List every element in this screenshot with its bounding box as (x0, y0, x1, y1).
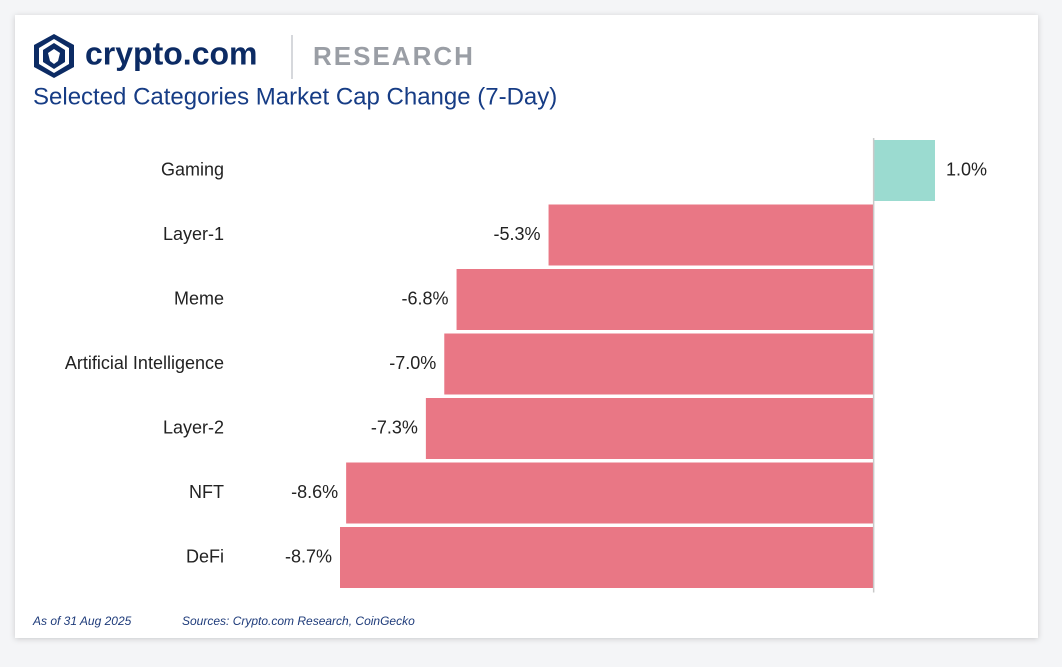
brand-section: RESEARCH (313, 41, 475, 71)
value-label: -6.8% (402, 288, 449, 308)
category-label: Layer-2 (163, 417, 224, 437)
category-label: Meme (174, 288, 224, 308)
value-label: -7.3% (371, 417, 418, 437)
bar (346, 462, 874, 524)
bar (340, 527, 874, 588)
category-label: Artificial Intelligence (65, 353, 224, 373)
category-label: Gaming (161, 159, 224, 179)
footnote-date: As of 31 Aug 2025 (32, 614, 132, 628)
value-label: -5.3% (494, 224, 541, 244)
bar (548, 204, 874, 266)
bar (456, 269, 874, 330)
bar (873, 140, 935, 201)
category-label: Layer-1 (163, 224, 224, 244)
brand: crypto.com (85, 35, 257, 71)
bar (444, 333, 874, 395)
value-label: -8.6% (291, 482, 338, 502)
value-label: -8.7% (285, 546, 332, 566)
category-label: NFT (189, 482, 224, 502)
value-label: -7.0% (389, 353, 436, 373)
chart-title: Selected Categories Market Cap Change (7… (33, 83, 557, 110)
category-label: DeFi (186, 546, 224, 566)
footnote-source: Sources: Crypto.com Research, CoinGecko (182, 614, 415, 628)
bar (425, 398, 874, 459)
logo-icon (34, 34, 74, 78)
value-label: 1.0% (946, 159, 987, 179)
